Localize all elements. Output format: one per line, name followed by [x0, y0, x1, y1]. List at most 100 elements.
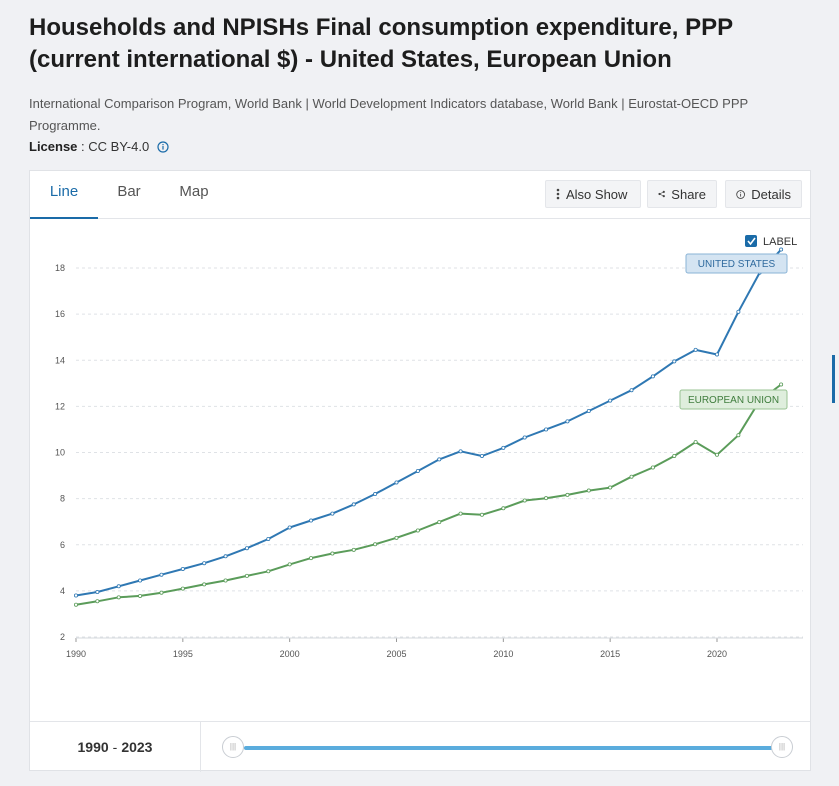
- range-slider-start-handle[interactable]: |||: [222, 736, 244, 758]
- data-point[interactable]: [479, 453, 484, 458]
- data-point[interactable]: [244, 573, 249, 578]
- data-point[interactable]: [650, 374, 655, 379]
- data-point[interactable]: [565, 419, 570, 424]
- details-button[interactable]: Details: [725, 180, 802, 208]
- data-point[interactable]: [287, 562, 292, 567]
- series-tag-united-states: UNITED STATES: [698, 259, 776, 270]
- data-point[interactable]: [736, 433, 741, 438]
- data-point[interactable]: [672, 359, 677, 364]
- data-point[interactable]: [608, 398, 613, 403]
- data-point[interactable]: [373, 542, 378, 547]
- license-separator: :: [77, 139, 89, 154]
- series-tag-box: [685, 253, 788, 274]
- data-point[interactable]: [373, 492, 378, 497]
- y-tick-label: 6: [60, 540, 65, 550]
- data-point[interactable]: [693, 347, 698, 352]
- data-point[interactable]: [522, 498, 527, 503]
- data-point[interactable]: [74, 593, 79, 598]
- y-tick-label: 8: [60, 494, 65, 504]
- data-point[interactable]: [779, 382, 784, 387]
- more-vertical-icon: [556, 188, 560, 200]
- data-point[interactable]: [608, 485, 613, 490]
- data-point[interactable]: [394, 480, 399, 485]
- data-point[interactable]: [202, 561, 207, 566]
- data-point[interactable]: [736, 309, 741, 314]
- info-icon[interactable]: [157, 140, 169, 153]
- y-tick-label: 16: [55, 309, 65, 319]
- data-point[interactable]: [266, 569, 271, 574]
- range-end: 2023: [121, 739, 153, 755]
- data-point[interactable]: [74, 602, 79, 607]
- data-point[interactable]: [779, 247, 784, 252]
- data-point[interactable]: [544, 427, 549, 432]
- y-tick-label: 2: [60, 632, 65, 642]
- x-tick-label: 1995: [173, 649, 193, 659]
- data-point[interactable]: [415, 468, 420, 473]
- range-start: 1990: [77, 739, 109, 755]
- chart-card: Line Bar Map Also Show Share Details: [29, 170, 811, 772]
- data-point[interactable]: [138, 578, 143, 583]
- series-line-united-states: [75, 248, 782, 597]
- data-point[interactable]: [95, 590, 100, 595]
- also-show-button[interactable]: Also Show: [545, 180, 641, 208]
- data-point[interactable]: [458, 511, 463, 516]
- data-point[interactable]: [715, 352, 720, 357]
- data-point[interactable]: [116, 584, 121, 589]
- tab-line[interactable]: Line: [30, 171, 98, 219]
- data-point[interactable]: [629, 388, 634, 393]
- range-footer: 1990 - 2023 ||| |||: [30, 721, 810, 772]
- data-point[interactable]: [351, 502, 356, 507]
- license-value: CC BY-4.0: [88, 139, 150, 154]
- data-point[interactable]: [309, 518, 314, 523]
- label-toggle-text: LABEL: [763, 236, 797, 248]
- data-point[interactable]: [330, 551, 335, 556]
- data-point[interactable]: [693, 440, 698, 445]
- data-point[interactable]: [309, 556, 314, 561]
- data-point[interactable]: [586, 408, 591, 413]
- data-point[interactable]: [266, 536, 271, 541]
- label-checkbox[interactable]: [745, 235, 757, 247]
- data-point[interactable]: [479, 512, 484, 517]
- tab-map[interactable]: Map: [179, 183, 209, 200]
- data-point[interactable]: [138, 593, 143, 598]
- data-point[interactable]: [501, 445, 506, 450]
- data-point[interactable]: [95, 599, 100, 604]
- x-tick-label: 2010: [493, 649, 513, 659]
- range-slider-end-handle[interactable]: |||: [771, 736, 793, 758]
- data-point[interactable]: [715, 452, 720, 457]
- data-point[interactable]: [223, 578, 228, 583]
- data-point[interactable]: [586, 488, 591, 493]
- data-point[interactable]: [159, 590, 164, 595]
- tab-bar[interactable]: Bar: [117, 183, 141, 200]
- share-icon: [658, 190, 665, 198]
- data-point[interactable]: [437, 520, 442, 525]
- data-point[interactable]: [159, 572, 164, 577]
- range-separator: -: [112, 739, 118, 755]
- data-point[interactable]: [437, 457, 442, 462]
- data-point[interactable]: [522, 435, 527, 440]
- data-point[interactable]: [650, 465, 655, 470]
- data-point[interactable]: [415, 528, 420, 533]
- data-point[interactable]: [223, 554, 228, 559]
- data-point[interactable]: [544, 496, 549, 501]
- range-slider-track[interactable]: [244, 746, 782, 750]
- data-point[interactable]: [394, 535, 399, 540]
- x-tick-label: 2000: [280, 649, 300, 659]
- license-label: License: [29, 139, 78, 154]
- share-label: Share: [671, 186, 706, 202]
- data-point[interactable]: [330, 511, 335, 516]
- data-point[interactable]: [202, 582, 207, 587]
- data-point[interactable]: [629, 474, 634, 479]
- data-point[interactable]: [351, 547, 356, 552]
- data-point[interactable]: [287, 525, 292, 530]
- series-line-european-union: [75, 383, 782, 606]
- data-point[interactable]: [244, 546, 249, 551]
- data-point[interactable]: [672, 453, 677, 458]
- data-point[interactable]: [180, 566, 185, 571]
- share-button[interactable]: Share: [647, 180, 717, 208]
- data-point[interactable]: [180, 586, 185, 591]
- data-point[interactable]: [458, 449, 463, 454]
- data-point[interactable]: [116, 595, 121, 600]
- data-point[interactable]: [501, 506, 506, 511]
- data-point[interactable]: [565, 492, 570, 497]
